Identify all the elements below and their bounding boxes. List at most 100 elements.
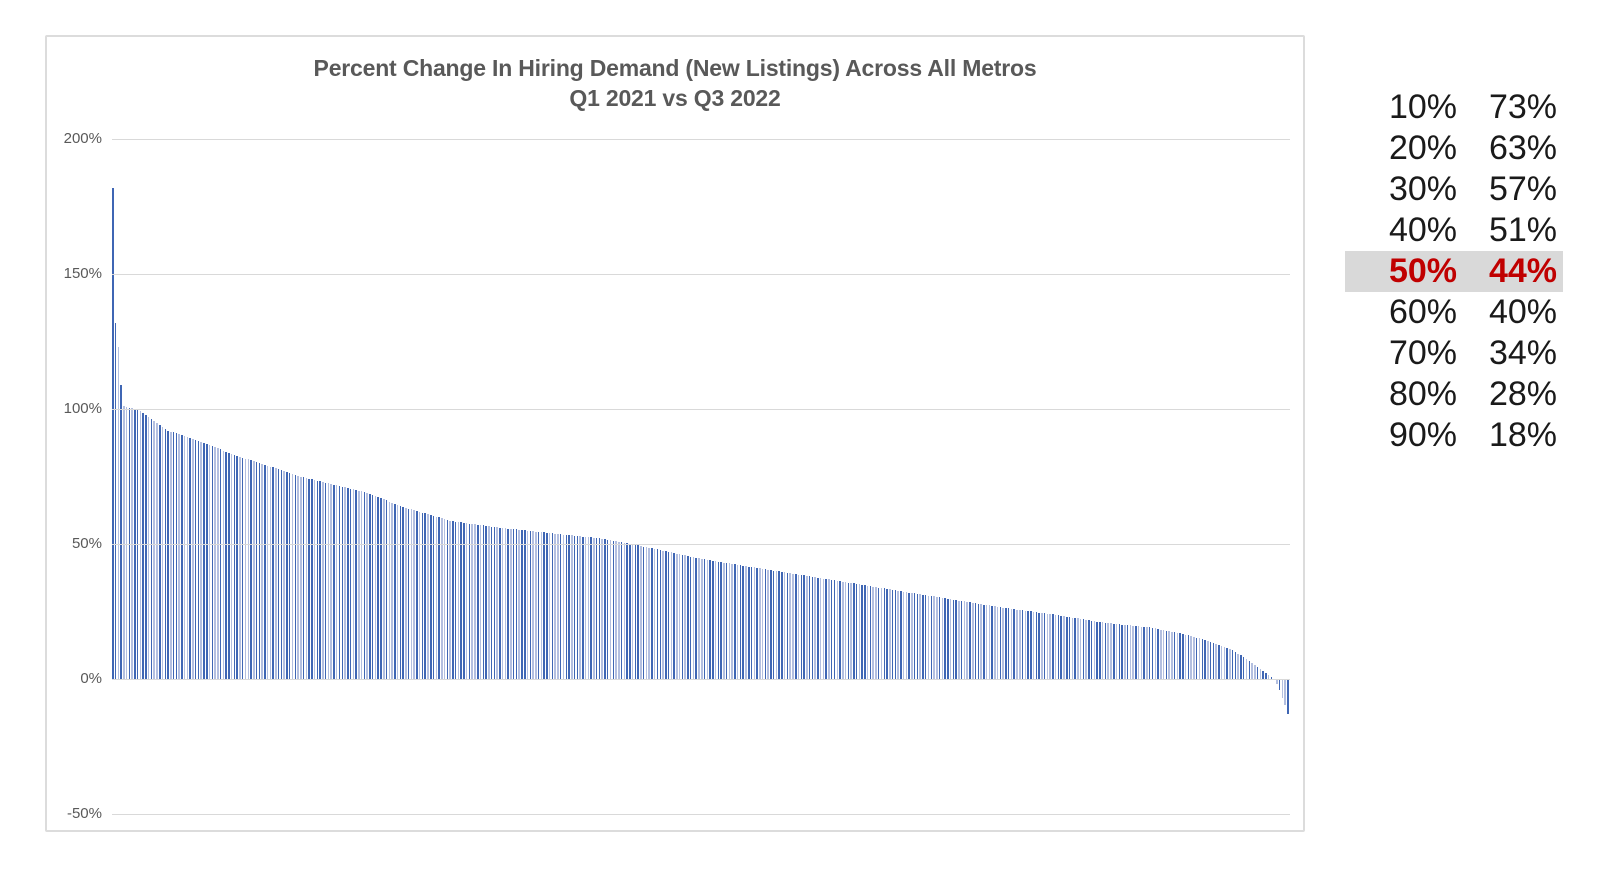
bar (1035, 612, 1038, 679)
bar (930, 596, 933, 679)
bar (983, 604, 985, 679)
bar (485, 525, 487, 679)
bar (1099, 622, 1101, 679)
bar (1179, 633, 1181, 679)
bar (230, 454, 233, 679)
bar (396, 504, 399, 679)
bar (764, 569, 767, 679)
bar (811, 576, 814, 679)
bar (1259, 668, 1262, 679)
bar (183, 436, 186, 679)
bar (1240, 655, 1242, 679)
bar (363, 491, 366, 679)
percentile-label: 30% (1388, 170, 1457, 208)
bar (504, 528, 507, 679)
y-axis-label: 100% (63, 400, 102, 417)
bar (1157, 628, 1159, 679)
bar (985, 605, 988, 679)
bar (775, 571, 778, 679)
bar (1024, 610, 1027, 679)
bar (659, 550, 662, 679)
bar (568, 535, 570, 679)
bar (723, 562, 725, 679)
bar (1165, 630, 1168, 679)
bar (974, 603, 977, 679)
bar (496, 527, 498, 679)
bar (228, 452, 230, 679)
bar (308, 478, 310, 679)
bar (465, 523, 468, 679)
bar (1207, 641, 1209, 679)
bar (258, 462, 261, 679)
bar (736, 564, 739, 679)
bar (576, 535, 579, 679)
bar (667, 551, 670, 679)
bar (601, 538, 603, 679)
bar (662, 550, 664, 679)
bar (902, 591, 905, 679)
bar (1126, 625, 1129, 679)
bar (1060, 615, 1062, 679)
bar (1140, 626, 1143, 679)
bar (1248, 660, 1251, 679)
percentile-label: 70% (1388, 334, 1457, 372)
bar (606, 539, 609, 679)
bar (665, 551, 667, 679)
bar (734, 564, 736, 679)
bar (1245, 659, 1248, 679)
bar (1002, 607, 1004, 679)
bar (629, 543, 631, 679)
bar (593, 537, 595, 679)
bar (573, 535, 576, 679)
bar (374, 495, 377, 679)
percentile-label: 50% (1388, 252, 1457, 290)
bar (1226, 647, 1228, 679)
bar (537, 531, 540, 679)
bar (897, 590, 899, 679)
bar (139, 411, 142, 679)
bar (300, 476, 302, 679)
bar (438, 517, 440, 679)
bar (391, 502, 393, 679)
percentile-value: 18% (1488, 416, 1557, 454)
bar (324, 482, 327, 679)
bar (277, 469, 280, 679)
bar (1021, 610, 1024, 679)
bar (203, 442, 205, 679)
bar (1041, 612, 1043, 679)
percentile-row-median: 50% 44% (1345, 251, 1563, 292)
bar (1068, 617, 1071, 679)
bar (1079, 618, 1082, 679)
bar (612, 540, 614, 679)
bar (714, 561, 717, 679)
bar (858, 584, 861, 679)
bar (922, 594, 924, 679)
bar (562, 534, 565, 679)
bar (1124, 624, 1126, 679)
bar (543, 532, 545, 679)
bar (347, 487, 349, 679)
bar (855, 583, 858, 679)
bar (579, 536, 581, 679)
bar (156, 422, 158, 679)
bar (1104, 622, 1107, 679)
bar (369, 493, 371, 679)
bar (640, 546, 642, 679)
bar (1234, 651, 1237, 679)
bar (623, 542, 626, 679)
bar (1193, 636, 1195, 679)
bar (1242, 657, 1245, 679)
bar (960, 600, 963, 679)
bar (698, 558, 700, 679)
bar (615, 541, 617, 679)
percentile-label: 20% (1388, 129, 1457, 167)
bar (604, 539, 606, 679)
bar (319, 481, 321, 679)
bar (703, 559, 706, 679)
bar (383, 499, 385, 679)
percentile-value: 57% (1488, 170, 1557, 208)
bar (1146, 627, 1148, 679)
bar (728, 563, 731, 679)
percentile-label: 60% (1388, 293, 1457, 331)
bar (250, 460, 252, 679)
